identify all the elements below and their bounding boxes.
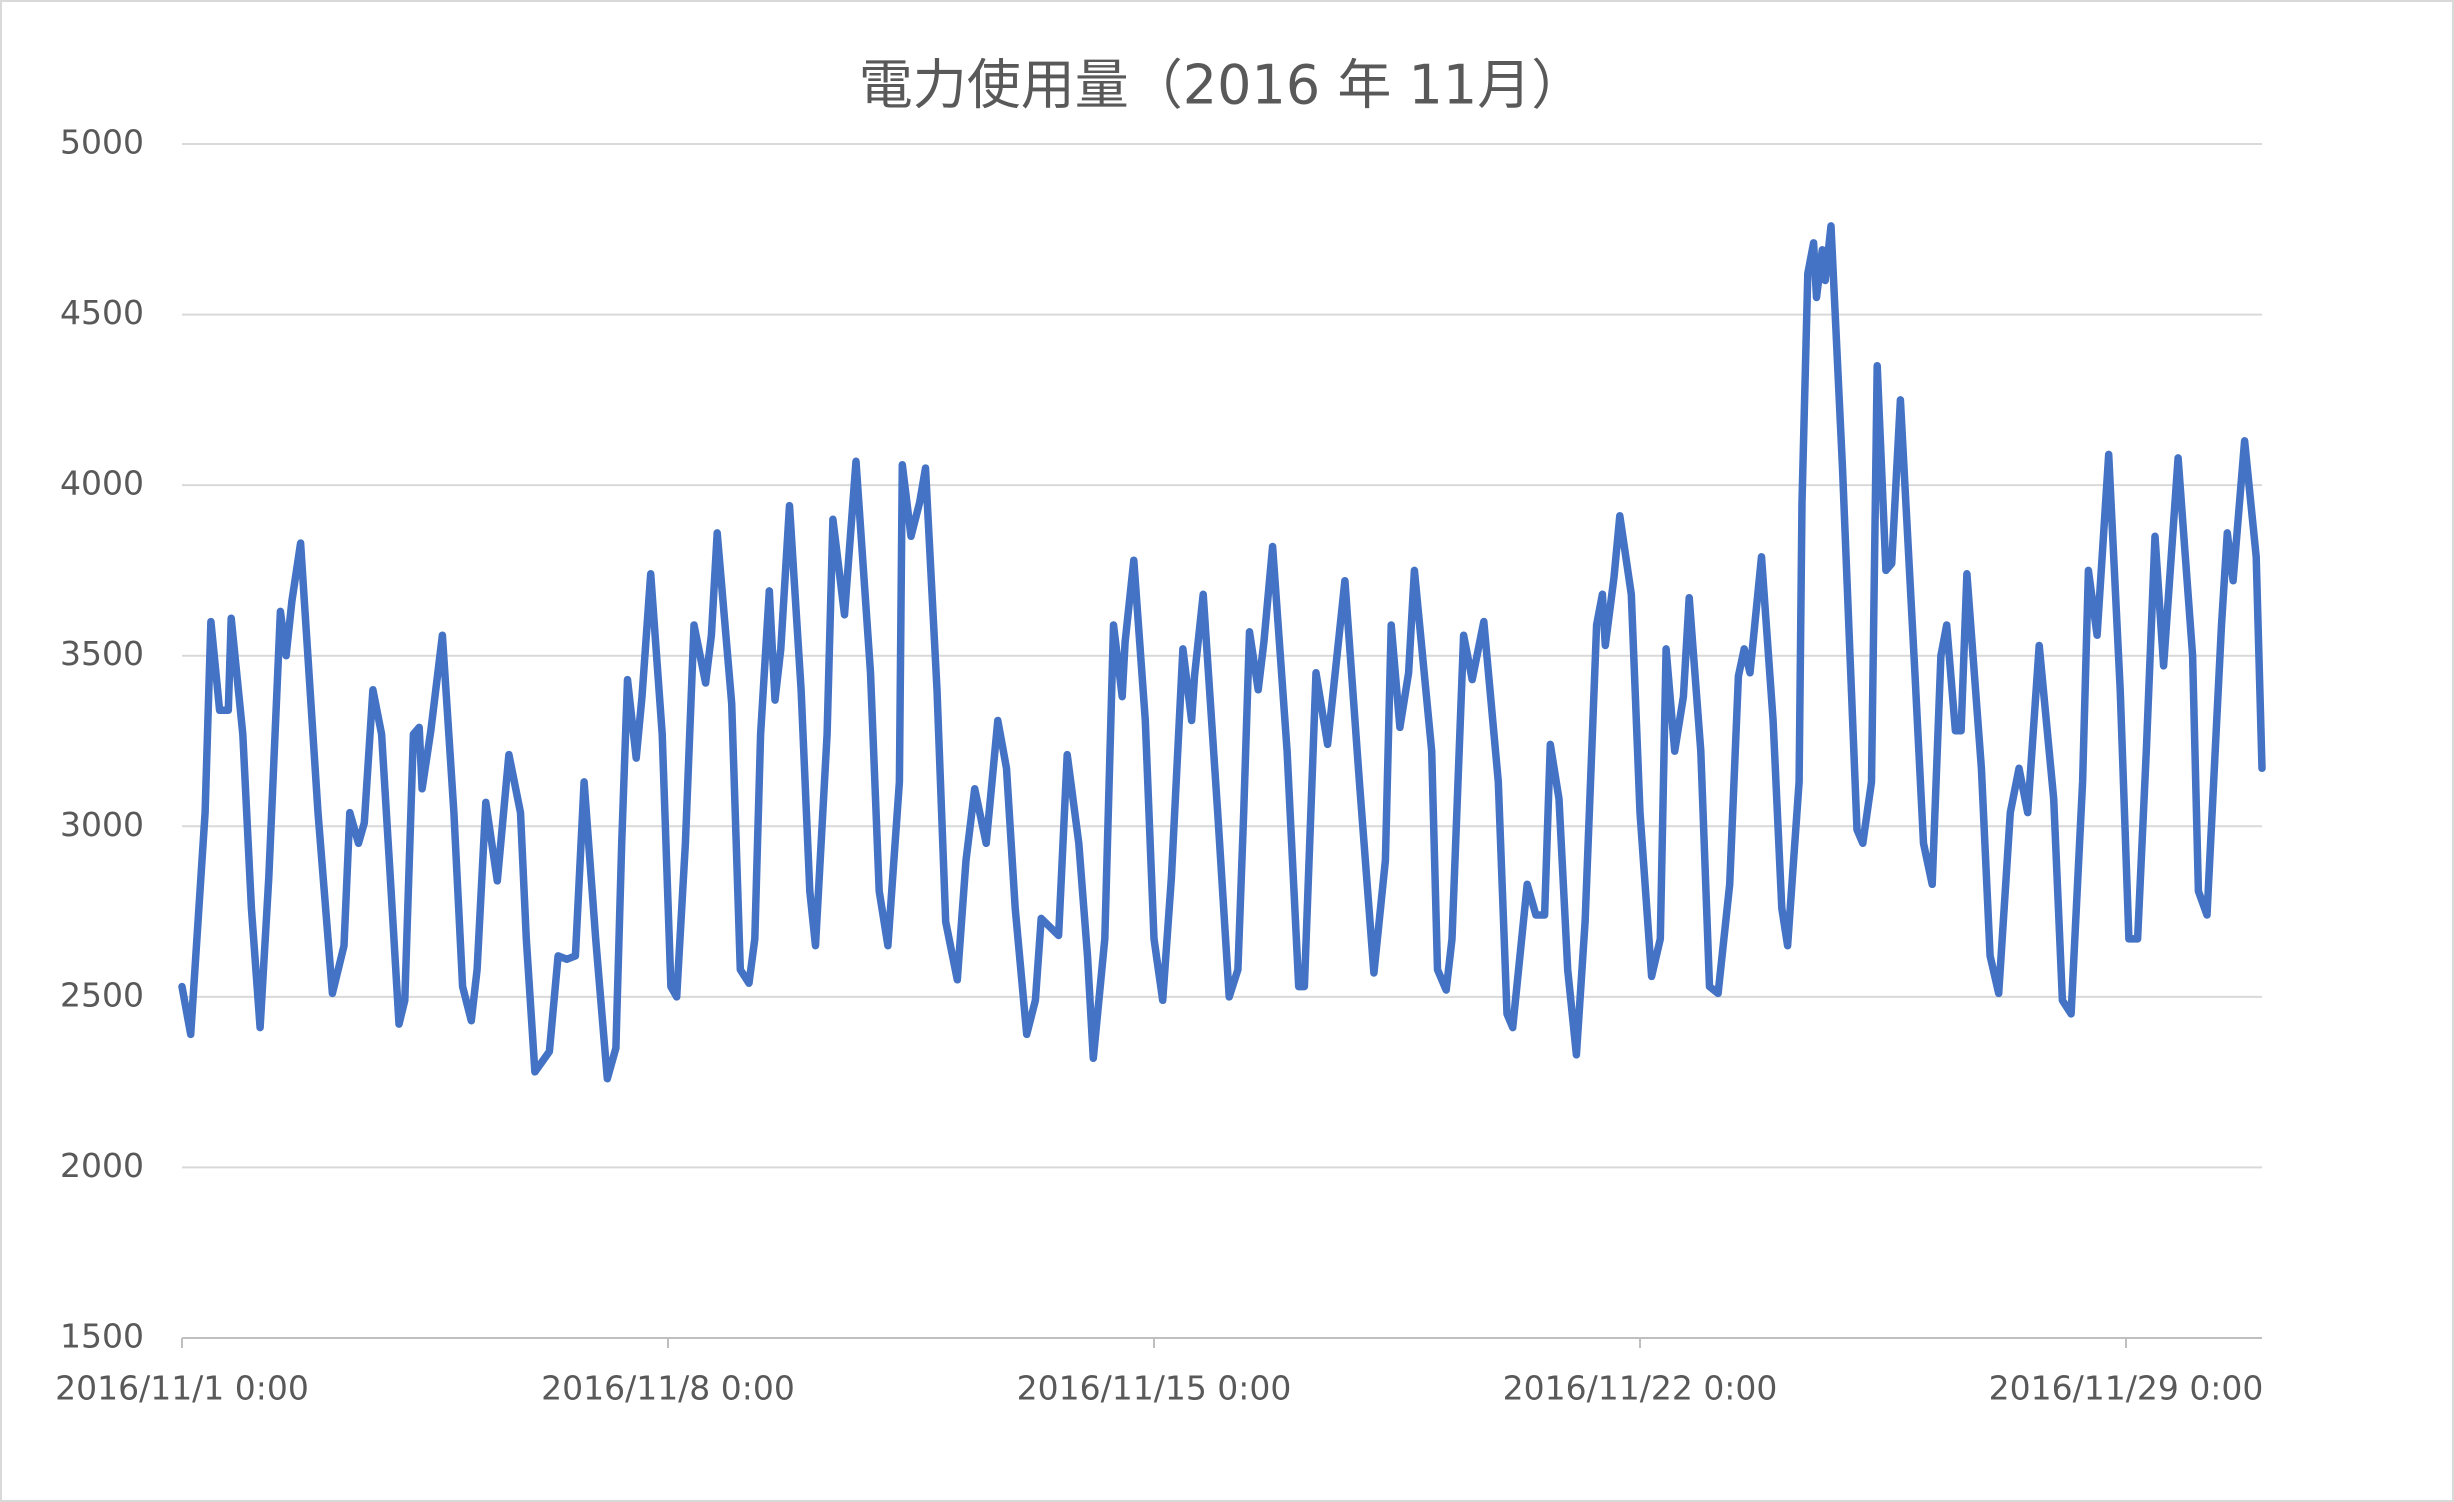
x-tick-label: 2016/11/1 0:00 [55, 1369, 309, 1408]
y-tick-label: 2000 [60, 1146, 144, 1185]
y-tick-label: 4000 [60, 464, 144, 503]
y-tick-label: 5000 [60, 123, 144, 162]
data-line [178, 222, 2266, 1083]
x-tick-label: 2016/11/29 0:00 [1989, 1369, 2264, 1408]
y-tick-label: 4500 [60, 293, 144, 332]
y-tick-label: 1500 [60, 1317, 144, 1356]
y-tick-label: 3000 [60, 805, 144, 844]
chart-title: 電力使用量（2016 年 11月） [859, 54, 1585, 117]
x-tick-label: 2016/11/8 0:00 [541, 1369, 795, 1408]
y-tick-label: 3500 [60, 634, 144, 673]
x-tick-label: 2016/11/22 0:00 [1503, 1369, 1778, 1408]
y-tick-label: 2500 [60, 975, 144, 1014]
x-tick-label: 2016/11/15 0:00 [1017, 1369, 1292, 1408]
